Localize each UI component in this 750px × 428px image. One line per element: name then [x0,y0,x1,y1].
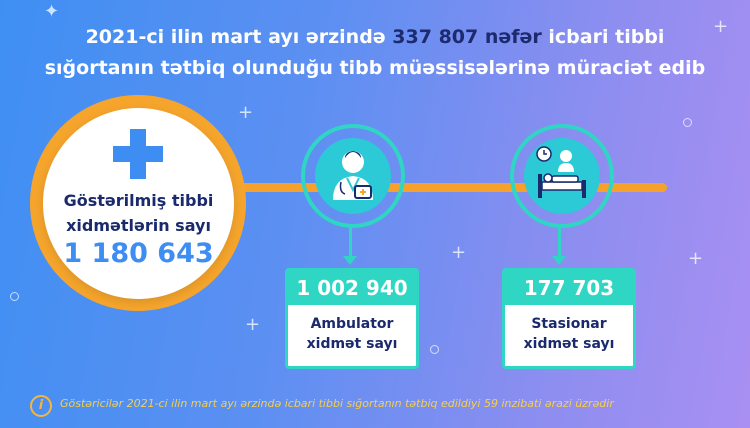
plus-icon [113,129,163,179]
stasionar-arrow [552,256,566,265]
dot-decoration [430,345,439,354]
connector-line [205,183,667,192]
stasionar-icon-ring [510,124,614,228]
headline-text: 2021-ci ilin mart ayı ərzində [85,26,393,48]
stasionar-stat-label-line-2: xidmət sayı [523,336,615,352]
headline-text: icbari tibbi [541,26,665,48]
ambulator-stat-label: Ambulator xidmət sayı [288,314,416,354]
stasionar-connector-stem [558,228,561,256]
hospital-bed-icon [536,146,586,198]
headline: 2021-ci ilin mart ayı ərzində 337 807 nə… [0,22,750,84]
sparkle-decoration: + [688,248,704,269]
main-stat-circle: Göstərilmiş tibbi xidmətlərin sayı 1 180… [43,108,234,299]
main-stat-value: 1 180 643 [63,238,214,269]
ambulator-stat-label-line-1: Ambulator [310,316,394,332]
headline-line-2: sığortanın tətbiq olunduğu tibb müəssisə… [44,57,706,79]
ambulator-stat-card: 1 002 940 Ambulator xidmət sayı [285,268,419,369]
sparkle-decoration: + [451,242,467,263]
dot-decoration [683,118,692,127]
ambulator-stat-label-line-2: xidmət sayı [306,336,398,352]
info-icon: i [30,395,52,417]
ambulator-arrow [343,256,357,265]
footnote: i Göstəricilər 2021-ci ilin mart ayı ərz… [30,395,730,417]
ambulator-icon-ring [301,124,405,228]
ambulator-connector-stem [349,228,352,256]
stasionar-icon-badge [510,124,614,228]
footnote-text: Göstəricilər 2021-ci ilin mart ayı ərzin… [60,397,614,410]
ambulator-icon-badge [301,124,405,228]
dot-decoration [10,292,19,301]
doctor-icon [333,151,373,200]
ambulator-stat-value: 1 002 940 [288,271,416,305]
main-stat-label-line-1: Göstərilmiş tibbi [63,191,214,210]
main-stat-label-line-2: xidmətlərin sayı [66,216,211,235]
main-stat-label: Göstərilmiş tibbi xidmətlərin sayı [43,188,234,238]
stasionar-stat-card: 177 703 Stasionar xidmət sayı [502,268,636,369]
headline-highlight-count: 337 807 nəfər [392,26,542,48]
sparkle-decoration: + [245,314,261,335]
headline-line-1: 2021-ci ilin mart ayı ərzində 337 807 nə… [0,22,750,53]
stasionar-stat-value: 177 703 [505,271,633,305]
sparkle-decoration: + [238,102,254,123]
stasionar-stat-label-line-1: Stasionar [531,316,607,332]
stasionar-stat-label: Stasionar xidmət sayı [505,314,633,354]
sparkle-decoration: ✦ [44,1,60,22]
sparkle-decoration: + [713,16,729,37]
